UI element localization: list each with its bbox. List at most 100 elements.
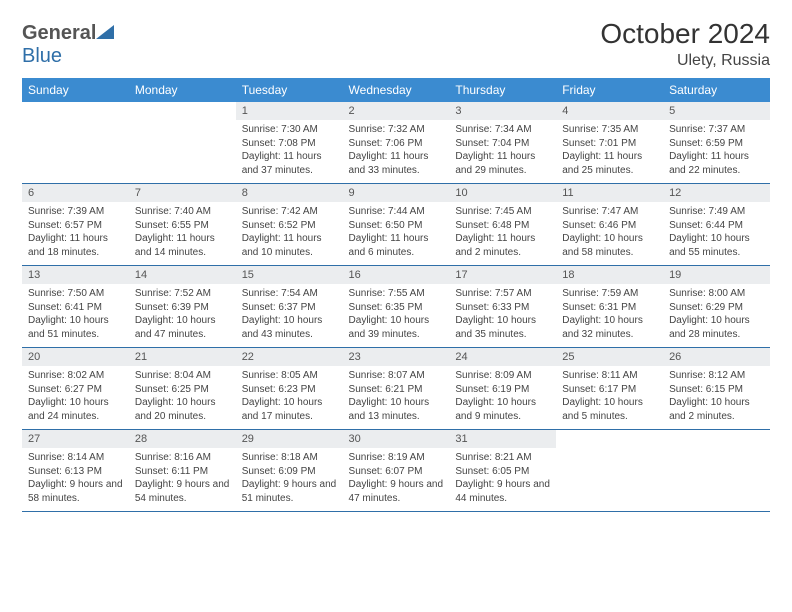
sunrise-text: Sunrise: 8:00 AM	[669, 287, 764, 301]
logo-text-general: General	[22, 22, 96, 44]
day-number: 12	[663, 184, 770, 203]
empty-cell	[556, 430, 663, 449]
sunrise-text: Sunrise: 7:40 AM	[135, 205, 230, 219]
daylight-text: Daylight: 11 hours and 2 minutes.	[455, 232, 550, 259]
sunrise-text: Sunrise: 8:16 AM	[135, 451, 230, 465]
day-number: 31	[449, 430, 556, 449]
sunset-text: Sunset: 6:39 PM	[135, 301, 230, 315]
daylight-text: Daylight: 10 hours and 47 minutes.	[135, 314, 230, 341]
sunrise-text: Sunrise: 7:30 AM	[242, 123, 337, 137]
sunrise-text: Sunrise: 7:47 AM	[562, 205, 657, 219]
day-number: 22	[236, 348, 343, 367]
daylight-text: Daylight: 10 hours and 2 minutes.	[669, 396, 764, 423]
day-cell: Sunrise: 7:35 AMSunset: 7:01 PMDaylight:…	[556, 120, 663, 184]
sunrise-text: Sunrise: 7:59 AM	[562, 287, 657, 301]
day-number: 6	[22, 184, 129, 203]
sunrise-text: Sunrise: 8:21 AM	[455, 451, 550, 465]
day-number: 30	[343, 430, 450, 449]
sunset-text: Sunset: 6:57 PM	[28, 219, 123, 233]
day-cell: Sunrise: 8:19 AMSunset: 6:07 PMDaylight:…	[343, 448, 450, 512]
daylight-text: Daylight: 10 hours and 5 minutes.	[562, 396, 657, 423]
sunrise-text: Sunrise: 7:45 AM	[455, 205, 550, 219]
day-cell: Sunrise: 8:09 AMSunset: 6:19 PMDaylight:…	[449, 366, 556, 430]
day-cell: Sunrise: 7:57 AMSunset: 6:33 PMDaylight:…	[449, 284, 556, 348]
sunrise-text: Sunrise: 8:09 AM	[455, 369, 550, 383]
sunrise-text: Sunrise: 8:14 AM	[28, 451, 123, 465]
sunset-text: Sunset: 6:13 PM	[28, 465, 123, 479]
empty-cell	[22, 120, 129, 184]
day-cell: Sunrise: 8:11 AMSunset: 6:17 PMDaylight:…	[556, 366, 663, 430]
sunset-text: Sunset: 7:04 PM	[455, 137, 550, 151]
day-cell: Sunrise: 8:14 AMSunset: 6:13 PMDaylight:…	[22, 448, 129, 512]
sunset-text: Sunset: 6:52 PM	[242, 219, 337, 233]
weekday-header: Tuesday	[236, 78, 343, 102]
day-cell: Sunrise: 7:55 AMSunset: 6:35 PMDaylight:…	[343, 284, 450, 348]
daylight-text: Daylight: 11 hours and 25 minutes.	[562, 150, 657, 177]
sunrise-text: Sunrise: 7:44 AM	[349, 205, 444, 219]
day-number: 27	[22, 430, 129, 449]
daylight-text: Daylight: 10 hours and 39 minutes.	[349, 314, 444, 341]
day-number: 7	[129, 184, 236, 203]
empty-cell	[556, 448, 663, 512]
day-number: 8	[236, 184, 343, 203]
daylight-text: Daylight: 10 hours and 51 minutes.	[28, 314, 123, 341]
sunset-text: Sunset: 6:09 PM	[242, 465, 337, 479]
sunset-text: Sunset: 6:17 PM	[562, 383, 657, 397]
day-number: 11	[556, 184, 663, 203]
daynum-row: 6789101112	[22, 184, 770, 203]
sunset-text: Sunset: 6:11 PM	[135, 465, 230, 479]
sunset-text: Sunset: 6:33 PM	[455, 301, 550, 315]
month-title: October 2024	[600, 18, 770, 50]
daylight-text: Daylight: 11 hours and 10 minutes.	[242, 232, 337, 259]
sunset-text: Sunset: 6:44 PM	[669, 219, 764, 233]
day-number: 23	[343, 348, 450, 367]
sunset-text: Sunset: 6:05 PM	[455, 465, 550, 479]
daylight-text: Daylight: 10 hours and 35 minutes.	[455, 314, 550, 341]
day-cell: Sunrise: 7:34 AMSunset: 7:04 PMDaylight:…	[449, 120, 556, 184]
daylight-text: Daylight: 11 hours and 33 minutes.	[349, 150, 444, 177]
day-cell: Sunrise: 7:54 AMSunset: 6:37 PMDaylight:…	[236, 284, 343, 348]
sunset-text: Sunset: 6:21 PM	[349, 383, 444, 397]
logo-text-blue: Blue	[22, 45, 62, 67]
day-number: 4	[556, 102, 663, 120]
location: Ulety, Russia	[600, 52, 770, 70]
sunset-text: Sunset: 6:25 PM	[135, 383, 230, 397]
day-cell: Sunrise: 7:44 AMSunset: 6:50 PMDaylight:…	[343, 202, 450, 266]
day-cell: Sunrise: 8:05 AMSunset: 6:23 PMDaylight:…	[236, 366, 343, 430]
daynum-row: 12345	[22, 102, 770, 120]
daynum-row: 2728293031	[22, 430, 770, 449]
day-content-row: Sunrise: 8:02 AMSunset: 6:27 PM Daylight:…	[22, 366, 770, 430]
weekday-header: Sunday	[22, 78, 129, 102]
day-cell: Sunrise: 7:39 AMSunset: 6:57 PMDaylight:…	[22, 202, 129, 266]
logo-triangle-icon	[96, 22, 114, 45]
daylight-text: Daylight: 10 hours and 43 minutes.	[242, 314, 337, 341]
daylight-text: Daylight: 10 hours and 17 minutes.	[242, 396, 337, 423]
daylight-text: Daylight: 11 hours and 22 minutes.	[669, 150, 764, 177]
logo: General Blue	[22, 18, 114, 68]
sunrise-text: Sunrise: 7:52 AM	[135, 287, 230, 301]
day-cell: Sunrise: 7:32 AMSunset: 7:06 PMDaylight:…	[343, 120, 450, 184]
sunrise-text: Sunrise: 8:02 AM	[28, 369, 123, 383]
daylight-text: Daylight: 9 hours and 51 minutes.	[242, 478, 337, 505]
calendar-header-row: SundayMondayTuesdayWednesdayThursdayFrid…	[22, 78, 770, 102]
sunset-text: Sunset: 6:50 PM	[349, 219, 444, 233]
day-number: 9	[343, 184, 450, 203]
daylight-text: Daylight: 10 hours and 58 minutes.	[562, 232, 657, 259]
sunset-text: Sunset: 6:31 PM	[562, 301, 657, 315]
day-number: 15	[236, 266, 343, 285]
sunset-text: Sunset: 6:35 PM	[349, 301, 444, 315]
day-number: 25	[556, 348, 663, 367]
sunset-text: Sunset: 6:27 PM	[28, 383, 123, 397]
day-number: 13	[22, 266, 129, 285]
daylight-text: Daylight: 11 hours and 18 minutes.	[28, 232, 123, 259]
day-number: 2	[343, 102, 450, 120]
sunset-text: Sunset: 6:29 PM	[669, 301, 764, 315]
day-number: 17	[449, 266, 556, 285]
daylight-text: Daylight: 9 hours and 47 minutes.	[349, 478, 444, 505]
day-number: 28	[129, 430, 236, 449]
sunset-text: Sunset: 6:41 PM	[28, 301, 123, 315]
calendar-table: SundayMondayTuesdayWednesdayThursdayFrid…	[22, 78, 770, 512]
daylight-text: Daylight: 10 hours and 55 minutes.	[669, 232, 764, 259]
title-block: October 2024 Ulety, Russia	[600, 18, 770, 70]
day-number: 18	[556, 266, 663, 285]
